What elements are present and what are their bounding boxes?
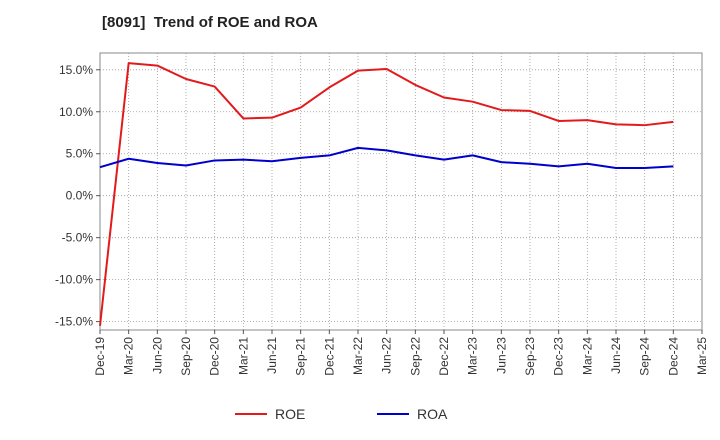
x-tick-label: Dec-23: [552, 337, 566, 376]
x-tick-label: Mar-23: [466, 337, 480, 375]
series-line-roa: [99, 146, 674, 169]
x-tick-label: Sep-24: [638, 337, 652, 376]
legend-label-roa: ROA: [417, 406, 448, 422]
x-tick-label: Sep-23: [523, 337, 537, 376]
y-tick-label: 0.0%: [66, 189, 94, 203]
chart-title: [8091] Trend of ROE and ROA: [102, 14, 318, 31]
y-tick-label: 5.0%: [66, 147, 94, 161]
x-tick-label: Dec-22: [437, 337, 451, 376]
x-tick-label: Jun-21: [265, 337, 279, 374]
x-tick-label: Mar-21: [236, 337, 250, 375]
legend-label-roe: ROE: [275, 406, 305, 422]
x-tick-label: Dec-20: [208, 337, 222, 376]
y-tick-label: 10.0%: [59, 105, 93, 119]
series-layer: [99, 62, 674, 326]
x-tick-label: Dec-19: [93, 337, 107, 376]
x-tick-label: Jun-22: [380, 337, 394, 374]
x-tick-label: Jun-20: [150, 337, 164, 374]
x-tick-label: Mar-20: [122, 337, 136, 375]
plot-frame: [99, 52, 703, 331]
x-tick-label: Sep-20: [179, 337, 193, 376]
x-tick-label: Mar-25: [695, 337, 709, 375]
y-tick-label: -10.0%: [55, 273, 93, 287]
x-tick-label: Sep-22: [408, 337, 422, 376]
x-tick-label: Mar-24: [580, 337, 594, 375]
y-tick-label: -15.0%: [55, 315, 93, 329]
axis-layer: 15.0% 10.0% 5.0% 0.0% -5.0% -10.0% -15.0%Dec-1…: [55, 63, 709, 376]
x-tick-label: Dec-24: [666, 337, 680, 376]
x-tick-label: Dec-21: [322, 337, 336, 376]
x-tick-label: Mar-22: [351, 337, 365, 375]
series-line-roe: [99, 62, 674, 326]
x-tick-label: Jun-23: [494, 337, 508, 374]
x-tick-label: Jun-24: [609, 337, 623, 374]
y-tick-label: 15.0%: [59, 63, 93, 77]
grid-layer: [99, 53, 703, 330]
x-tick-label: Sep-21: [294, 337, 308, 376]
legend: ROE ROA: [235, 406, 448, 422]
y-tick-label: -5.0%: [62, 231, 94, 245]
